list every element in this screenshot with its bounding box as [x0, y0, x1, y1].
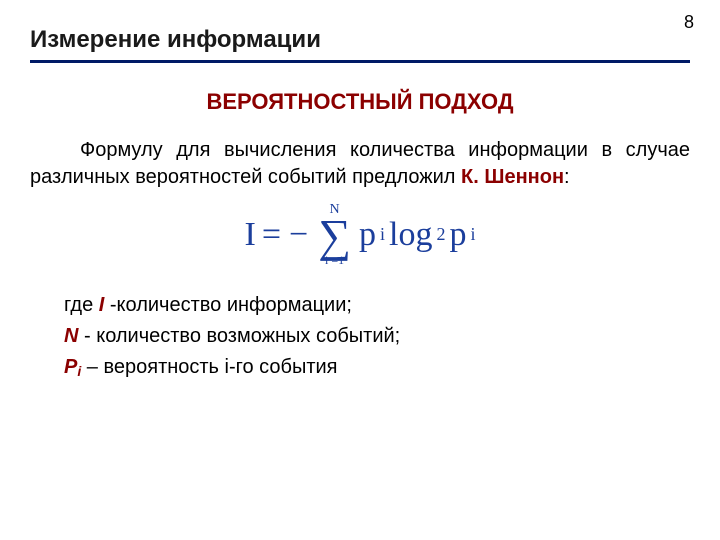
subheading: ВЕРОЯТНОСТНЫЙ ПОДХОД [30, 89, 690, 115]
formula-sub-2: 2 [436, 224, 445, 245]
legend: где I -количество информации; N - количе… [64, 290, 690, 383]
formula-block: I = − N ∑ i =1 pi log2 pi [30, 203, 690, 266]
paragraph-tail: : [564, 166, 570, 188]
formula-p2: p [449, 216, 466, 254]
formula-log: log [389, 216, 432, 254]
formula-sub-i2: i [470, 224, 475, 245]
formula-p1: p [359, 216, 376, 254]
title-underline [30, 60, 690, 63]
legend-1-rest: -количество информации; [104, 294, 352, 316]
legend-2-rest: - количество возможных событий; [78, 325, 400, 347]
sigma-symbol: ∑ [318, 215, 351, 256]
legend-line-1: где I -количество информации; [64, 290, 690, 321]
formula-I: I [245, 216, 256, 254]
author-name: К. Шеннон [461, 166, 564, 188]
formula-minus: − [289, 216, 308, 254]
slide-title: Измерение информации [30, 26, 690, 54]
legend-3-rest: – вероятность i-го события [81, 356, 337, 378]
sigma-lower: i =1 [325, 254, 344, 266]
formula-eq: = [262, 216, 281, 254]
page-number: 8 [684, 12, 694, 33]
legend-line-3: Рi – вероятность i-го события [64, 352, 690, 383]
sigma-block: N ∑ i =1 [318, 203, 351, 266]
paragraph-lead: Формулу для вычисления количества информ… [30, 139, 690, 188]
intro-paragraph: Формулу для вычисления количества информ… [30, 137, 690, 191]
legend-2-var: N [64, 325, 78, 347]
legend-3-var: Рi [64, 356, 81, 378]
shannon-formula: I = − N ∑ i =1 pi log2 pi [245, 203, 476, 266]
legend-line-2: N - количество возможных событий; [64, 321, 690, 352]
formula-sub-i1: i [380, 224, 385, 245]
legend-3-var-main: Р [64, 356, 77, 378]
legend-1-prefix: где [64, 294, 99, 316]
